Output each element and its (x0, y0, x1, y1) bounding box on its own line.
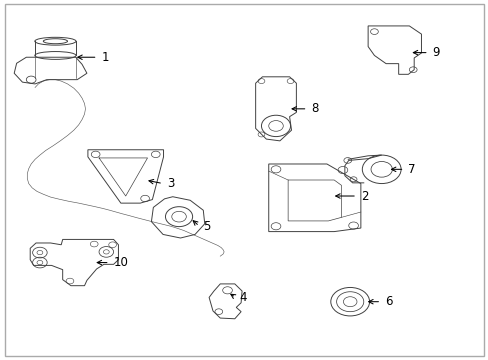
Text: 3: 3 (166, 177, 174, 190)
Text: 4: 4 (239, 291, 246, 304)
Text: 1: 1 (102, 51, 109, 64)
Text: 7: 7 (407, 163, 415, 176)
Text: 5: 5 (203, 220, 210, 233)
Text: 2: 2 (360, 189, 367, 203)
Text: 9: 9 (432, 46, 439, 59)
Text: 10: 10 (113, 256, 128, 269)
Text: 6: 6 (385, 295, 392, 308)
Text: 8: 8 (311, 102, 318, 115)
